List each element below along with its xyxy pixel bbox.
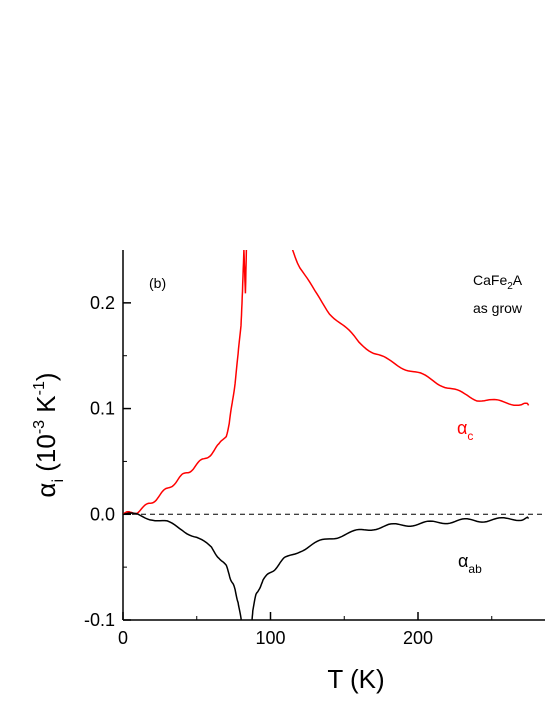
y-axis-title: αi (10-3 K-1) — [31, 372, 67, 497]
series-label-alpha-c: αc — [457, 418, 473, 443]
series-line-alpha-ab — [123, 512, 242, 620]
sample-label: CaFe2A — [473, 272, 523, 292]
x-tick-label: 0 — [118, 628, 128, 648]
x-tick-label: 100 — [255, 628, 285, 648]
sample-label-line2: as grow — [473, 300, 523, 316]
y-tick-label: 0.0 — [90, 504, 115, 524]
x-tick-label: 200 — [403, 628, 433, 648]
y-tick-label: -0.1 — [84, 610, 115, 630]
series-label-alpha-ab: αab — [458, 551, 482, 576]
y-tick-label: 0.2 — [90, 293, 115, 313]
series-line-alpha-ab — [251, 516, 530, 620]
x-axis-title: T (K) — [327, 664, 384, 694]
series-line-alpha-c — [291, 250, 530, 407]
y-tick-label: 0.1 — [90, 399, 115, 419]
series-line-alpha-c — [123, 250, 248, 515]
panel-label: (b) — [149, 275, 166, 291]
